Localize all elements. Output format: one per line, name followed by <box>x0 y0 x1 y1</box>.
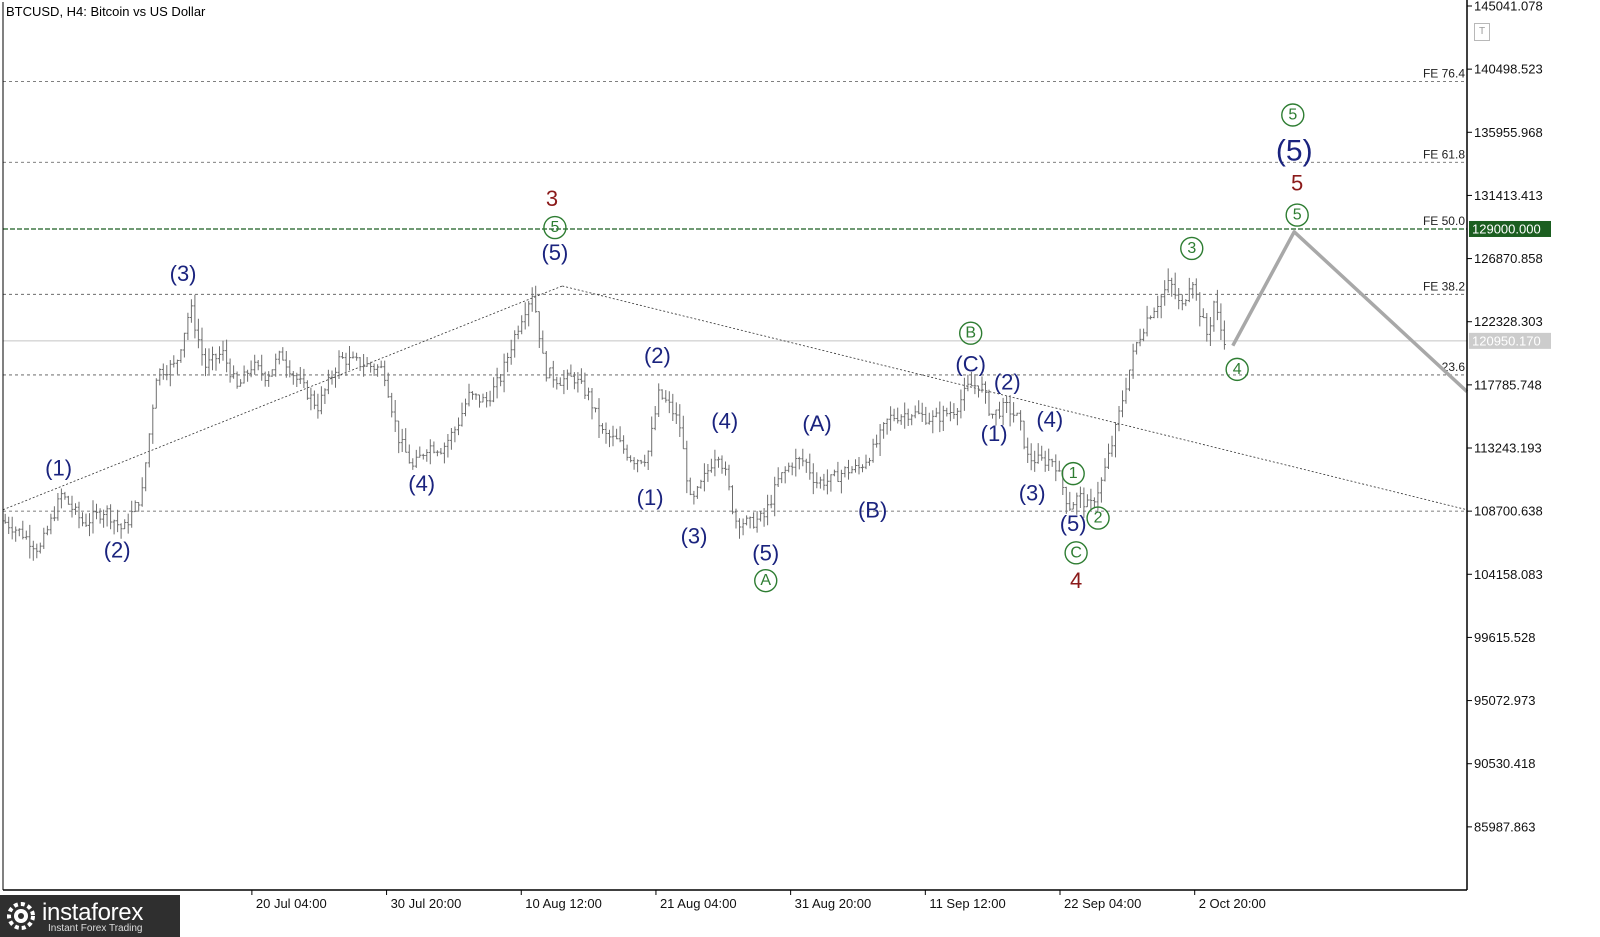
fib-level-label: FE 76.4 <box>1423 67 1465 81</box>
wave-label: (2) <box>644 343 671 368</box>
y-tick-label: 140498.523 <box>1474 62 1543 77</box>
wave-label-circle <box>1281 103 1305 127</box>
wave-label: 3 <box>1187 240 1196 257</box>
fib-level-label: 23.6 <box>1442 360 1466 374</box>
trend-line <box>2 285 563 511</box>
wave-label: 5 <box>1291 171 1303 196</box>
wave-label: (C) <box>955 351 986 376</box>
wave-label: 2 <box>1094 510 1103 527</box>
wave-label: (B) <box>858 497 887 522</box>
wave-label: C <box>1070 544 1082 561</box>
wave-label: (A) <box>802 411 831 436</box>
y-tick-label: 117785.748 <box>1474 377 1542 392</box>
wave-label-circle <box>1064 541 1088 565</box>
instaforex-logo: instaforex Instant Forex Trading <box>0 895 180 937</box>
y-tick-label: 85987.863 <box>1474 819 1535 834</box>
logo-name: instaforex <box>42 899 144 926</box>
wave-label: (1) <box>45 456 72 481</box>
wave-label: 1 <box>1069 465 1078 482</box>
y-tick-label: 95072.973 <box>1474 693 1535 708</box>
wave-label: (5) <box>1276 135 1313 168</box>
x-tick-label: 30 Jul 20:00 <box>391 896 462 911</box>
y-tick-label: 90530.418 <box>1474 756 1535 771</box>
wave-label-circle <box>543 215 567 240</box>
fib-level-label: FE 61.8 <box>1423 147 1465 161</box>
x-tick-label: 20 Jul 04:00 <box>256 896 327 911</box>
trend-line <box>562 285 1468 511</box>
gear-icon <box>7 902 35 930</box>
wave-label: 5 <box>550 219 559 236</box>
x-tick-label: 31 Aug 20:00 <box>795 896 872 911</box>
wave-label: 5 <box>1293 207 1302 224</box>
wave-label: (2) <box>994 369 1021 394</box>
wave-label-circle <box>959 321 983 345</box>
wave-label: 3 <box>546 186 558 211</box>
fib-level-label: FE 50.0 <box>1423 214 1465 228</box>
wave-label: (4) <box>711 408 738 433</box>
target-price-tag-bg <box>1469 220 1551 237</box>
x-tick-label: 2 Oct 20:00 <box>1199 896 1266 911</box>
wave-label-circle <box>1180 236 1204 261</box>
wave-label: (1) <box>981 421 1008 446</box>
y-tick-label: 126870.858 <box>1474 251 1543 266</box>
wave-label: 4 <box>1233 361 1242 378</box>
wave-label: (4) <box>1036 407 1063 432</box>
target-price-tag: 129000.000 <box>1472 221 1541 236</box>
x-tick-label: 10 Aug 12:00 <box>525 896 602 911</box>
y-tick-label: 131413.413 <box>1474 188 1543 203</box>
y-tick-label: 135955.968 <box>1474 125 1543 140</box>
wave-label: (2) <box>104 538 131 563</box>
x-tick-label: 22 Sep 04:00 <box>1064 896 1141 911</box>
y-tick-label: 145041.078 <box>1474 0 1543 14</box>
wave-label: (3) <box>681 524 708 549</box>
wave-label-circle <box>1225 357 1249 382</box>
chart-title: BTCUSD, H4: Bitcoin vs US Dollar <box>6 4 206 19</box>
wave-label: (5) <box>752 540 779 565</box>
current-price-tag-bg <box>1469 332 1551 349</box>
fib-level-label: FE 38.2 <box>1423 279 1465 293</box>
x-tick-label: 11 Sep 12:00 <box>929 896 1005 911</box>
wave-label: (4) <box>408 471 435 496</box>
y-tick-label: 122328.303 <box>1474 314 1543 329</box>
trade-button[interactable]: T <box>1474 23 1490 41</box>
wave-label: (5) <box>1060 511 1087 536</box>
wave-label: (3) <box>1019 481 1046 506</box>
price-bars <box>3 268 1226 561</box>
y-tick-label: 99615.528 <box>1474 630 1535 645</box>
wave-label: 4 <box>1070 568 1082 593</box>
wave-label-circle <box>1285 203 1309 227</box>
wave-label-circle <box>754 568 778 593</box>
wave-label-circle <box>1086 506 1110 530</box>
y-tick-label: 113243.193 <box>1474 440 1542 455</box>
y-tick-label: 104158.083 <box>1474 567 1543 582</box>
y-tick-label: 108700.638 <box>1474 504 1543 519</box>
current-price-tag: 120950.170 <box>1472 333 1541 348</box>
wave-label: (1) <box>637 485 664 510</box>
forecast-path <box>1231 230 1469 393</box>
wave-label: A <box>760 572 771 589</box>
wave-label: (3) <box>170 261 197 286</box>
wave-label: (5) <box>541 240 568 265</box>
wave-label: B <box>965 325 976 342</box>
x-tick-label: 21 Aug 04:00 <box>660 896 737 911</box>
logo-tagline: Instant Forex Trading <box>48 923 143 934</box>
wave-label: 5 <box>1288 106 1297 123</box>
wave-label-circle <box>1061 461 1085 486</box>
